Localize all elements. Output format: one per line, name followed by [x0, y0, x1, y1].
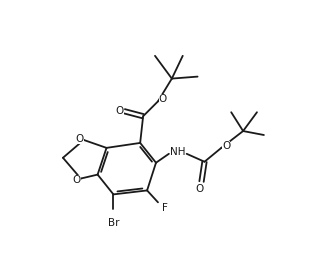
Text: O: O	[73, 175, 81, 185]
Text: O: O	[115, 106, 124, 116]
Text: O: O	[76, 134, 84, 144]
Text: Br: Br	[108, 218, 119, 228]
Text: O: O	[222, 141, 230, 151]
Text: NH: NH	[170, 147, 186, 157]
Text: O: O	[195, 185, 204, 194]
Text: F: F	[162, 203, 168, 213]
Text: O: O	[159, 94, 167, 104]
